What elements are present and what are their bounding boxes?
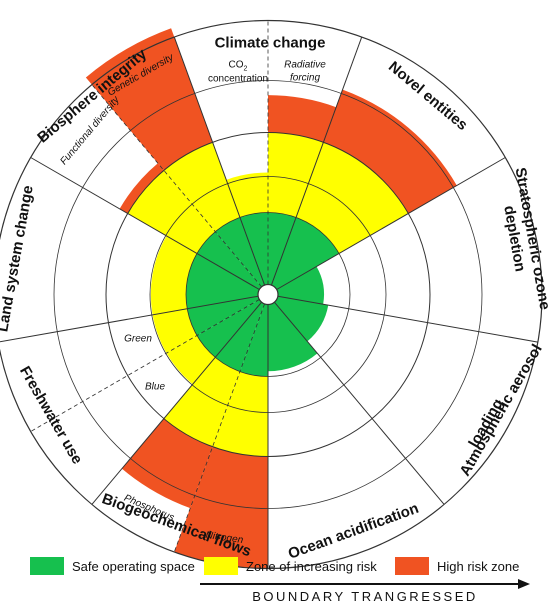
wedge-increasing-novel-novel-entities [296,142,409,254]
label-nitrogen: Nitrogen [205,530,244,546]
wedge-safe-biosphere-functional-diversity [196,231,262,290]
legend-label-increasing: Zone of increasing risk [246,558,377,574]
diagram-grid [0,19,543,570]
legend-item-safe: Safe operating space [30,557,195,575]
label-green: Green [124,334,152,345]
legend-swatch-high [395,557,429,575]
label-radiative: Radiative [284,60,326,71]
wedge-increasing-land-land-system-change [150,235,197,315]
sub-divider [91,84,262,288]
wedge-safe-climate-co2-concentration [239,212,268,286]
wedge-high-climate-radiative-forcing [268,95,337,143]
wedge-high-novel-novel-entities [323,89,457,214]
sector-divider [277,295,538,343]
legend: Safe operating space Zone of increasing … [0,552,550,607]
sector-divider [173,36,266,286]
wedge-safe-biogeo-phosphorus [215,302,265,372]
wedge-safe-ocean-ocean-acidification [268,302,318,372]
legend-swatch-safe [30,557,64,575]
sector-divider [274,301,445,505]
boundary-arrow [200,579,530,589]
sub-divider [30,299,260,432]
wedge-increasing-freshwater-green [152,308,197,354]
wedge-safe-freshwater-blue [196,299,262,358]
wedge-safe-biogeo-nitrogen [239,303,268,377]
label-co2-concentration: concentration [208,74,268,85]
wedge-increasing-climate-radiative-forcing [268,132,324,218]
wedge-safe-aerosol-atmospheric-aerosol-loading [274,296,329,342]
center-hole [257,283,279,306]
legend-label-high: High risk zone [437,558,520,574]
label-climate-change: Climate change [215,35,326,52]
boundary-sectors [85,28,457,569]
wedge-safe-land-land-system-change [186,253,260,309]
wedge-increasing-biogeo-nitrogen [212,371,268,457]
wedge-high-biogeo-phosphorus [121,418,213,509]
label-blue: Blue [145,382,165,393]
wedge-safe-climate-radiative-forcing [268,212,297,286]
sector-divider [270,36,363,286]
legend-item-increasing: Zone of increasing risk [204,557,377,575]
wedge-increasing-biosphere-genetic-diversity [163,142,240,232]
wedge-high-biosphere-functional-diversity [119,163,164,214]
wedge-high-biosphere-genetic-diversity [85,28,213,171]
legend-label-safe: Safe operating space [72,558,195,574]
sub-divider [173,303,265,553]
arrow-head-icon [518,579,530,589]
sector-divider [91,301,262,505]
label-co2: CO2 [229,60,248,73]
wedge-safe-ozone-stratospheric-ozone-depletion [276,266,324,305]
sector-divider [30,157,260,290]
wedge-safe-biosphere-genetic-diversity [215,217,265,287]
legend-item-high: High risk zone [395,557,519,575]
sector-divider [276,157,506,290]
wedge-high-biogeo-nitrogen [174,446,268,569]
wedge-safe-novel-novel-entities [271,217,340,290]
wedge-increasing-biosphere-functional-diversity [127,170,216,254]
wedge-increasing-freshwater-blue [166,335,216,385]
boundary-transgressed-label: BOUNDARY TRANGRESSED [252,589,478,604]
label-forcing: forcing [290,73,320,84]
wedge-increasing-biogeo-phosphorus [163,357,240,447]
wedge-increasing-climate-co2-concentration [226,172,268,218]
sector-divider [0,295,259,343]
label-freshwater-use: Freshwater use [16,363,86,467]
label-land-system-change: Land system change [0,184,37,333]
arrow-line [200,583,518,585]
legend-swatch-increasing [204,557,238,575]
